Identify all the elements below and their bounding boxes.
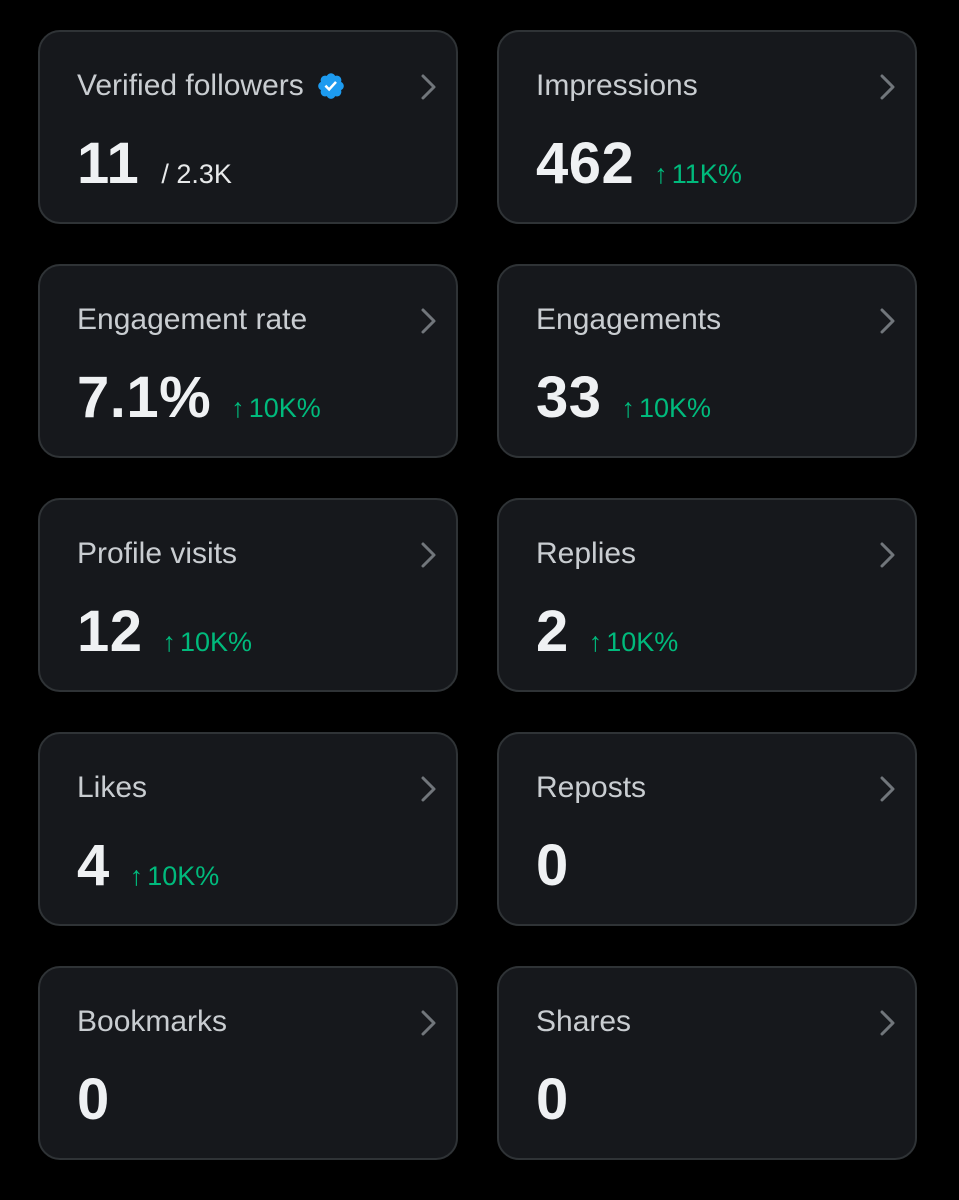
card-value-row: 0	[536, 1068, 569, 1132]
up-arrow-icon: ↑	[129, 861, 144, 891]
card-value: 462	[536, 131, 635, 196]
card-profile-visits[interactable]: Profile visits 12 ↑ 10K%	[38, 498, 458, 692]
card-label-text: Likes	[77, 771, 148, 804]
card-value-row: 2 ↑ 10K%	[536, 600, 678, 664]
chevron-right-icon[interactable]	[418, 1008, 440, 1038]
card-label-text: Shares	[536, 1005, 632, 1038]
card-change: ↑ 10K%	[231, 393, 321, 424]
card-change-text: 10K%	[248, 393, 321, 423]
card-label: Likes	[77, 770, 147, 806]
card-likes[interactable]: Likes 4 ↑ 10K%	[38, 732, 458, 926]
up-arrow-icon: ↑	[162, 627, 177, 657]
chevron-right-icon[interactable]	[418, 774, 440, 804]
chevron-right-icon[interactable]	[418, 540, 440, 570]
card-change-text: 10K%	[180, 627, 253, 657]
chevron-right-icon[interactable]	[877, 1008, 899, 1038]
card-change: ↑ 10K%	[589, 627, 679, 658]
chevron-right-icon[interactable]	[877, 540, 899, 570]
card-impressions[interactable]: Impressions 462 ↑ 11K%	[497, 30, 917, 224]
card-label: Profile visits	[77, 536, 237, 572]
card-change-text: 10K%	[639, 393, 712, 423]
chevron-right-icon[interactable]	[418, 306, 440, 336]
card-label-text: Bookmarks	[77, 1005, 228, 1038]
card-label: Engagements	[536, 302, 721, 338]
card-value: 0	[536, 1067, 569, 1132]
card-value: 2	[536, 599, 569, 664]
card-change: ↑ 11K%	[654, 159, 742, 190]
up-arrow-icon: ↑	[231, 393, 245, 423]
card-value-row: 0	[77, 1068, 110, 1132]
card-shares[interactable]: Shares 0	[497, 966, 917, 1160]
card-value-row: 0	[536, 834, 569, 898]
card-label-text: Replies	[536, 537, 637, 570]
card-value: 11	[77, 131, 140, 196]
card-value: 12	[77, 599, 143, 664]
card-change: ↑ 10K%	[163, 627, 253, 658]
card-label: Shares	[536, 1004, 631, 1040]
card-label: Bookmarks	[77, 1004, 227, 1040]
card-value: 7.1%	[77, 365, 212, 430]
card-value-row: 4 ↑ 10K%	[77, 834, 219, 898]
card-total: / 2.3K	[161, 159, 232, 189]
card-change-text: 11K%	[671, 159, 742, 189]
card-value: 33	[536, 365, 602, 430]
verified-badge-icon	[317, 73, 344, 99]
card-value-row: 33 ↑ 10K%	[536, 366, 711, 430]
card-verified-followers[interactable]: Verified followers 11 / 2.3K	[38, 30, 458, 224]
up-arrow-icon: ↑	[588, 627, 603, 657]
card-bookmarks[interactable]: Bookmarks 0	[38, 966, 458, 1160]
up-arrow-icon: ↑	[621, 393, 636, 423]
up-arrow-icon: ↑	[654, 159, 668, 189]
card-value: 0	[536, 833, 569, 898]
card-label: Engagement rate	[77, 302, 307, 338]
card-engagements[interactable]: Engagements 33 ↑ 10K%	[497, 264, 917, 458]
card-label: Impressions	[536, 68, 698, 104]
card-label: Verified followers	[77, 68, 346, 104]
card-label-text: Reposts	[536, 771, 647, 804]
card-engagement-rate[interactable]: Engagement rate 7.1% ↑ 10K%	[38, 264, 458, 458]
card-label-text: Engagements	[536, 303, 722, 336]
chevron-right-icon[interactable]	[877, 774, 899, 804]
card-change: ↑ 10K%	[130, 861, 220, 892]
card-change-text: 10K%	[606, 627, 679, 657]
card-label-text: Profile visits	[77, 537, 238, 570]
chevron-right-icon[interactable]	[877, 72, 899, 102]
card-change: ↑ 10K%	[622, 393, 712, 424]
card-value-row: 12 ↑ 10K%	[77, 600, 252, 664]
card-label-text: Engagement rate	[77, 303, 308, 336]
card-value: 0	[77, 1067, 110, 1132]
card-value-row: 7.1% ↑ 10K%	[77, 366, 321, 430]
chevron-right-icon[interactable]	[418, 72, 440, 102]
card-reposts[interactable]: Reposts 0	[497, 732, 917, 926]
card-label-text: Impressions	[536, 69, 698, 102]
card-value-row: 11 / 2.3K	[77, 132, 232, 196]
card-replies[interactable]: Replies 2 ↑ 10K%	[497, 498, 917, 692]
chevron-right-icon[interactable]	[877, 306, 899, 336]
card-label: Replies	[536, 536, 636, 572]
card-label: Reposts	[536, 770, 646, 806]
card-label-text: Verified followers	[77, 69, 304, 102]
card-value-row: 462 ↑ 11K%	[536, 132, 742, 196]
card-change-text: 10K%	[147, 861, 220, 891]
card-value: 4	[77, 833, 110, 898]
